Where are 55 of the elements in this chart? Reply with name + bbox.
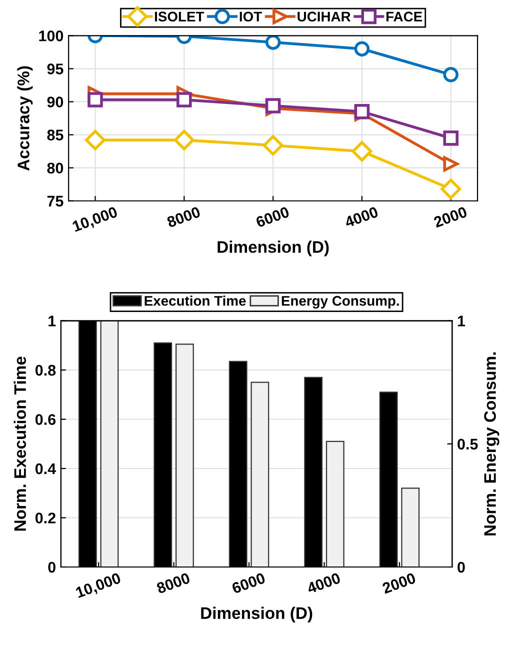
point	[85, 130, 106, 150]
point	[265, 98, 281, 114]
bar	[175, 344, 194, 567]
y-tick-label: 75	[47, 196, 64, 207]
y-tick-label: 85	[47, 130, 64, 140]
x-tick-label: 6000	[255, 206, 290, 228]
x-tick-label: 2000	[433, 206, 468, 228]
legend-label: ISOLET	[154, 12, 204, 22]
x-tick-label: 10,000	[75, 572, 122, 600]
y2-axis-title: Norm. Energy Consum.	[484, 352, 500, 536]
point	[443, 66, 458, 82]
y-tick-label: 100	[39, 30, 64, 42]
y-tick-label: 1	[48, 316, 56, 326]
legend-label: UCIHAR	[298, 12, 351, 22]
x-tick-label: 10,000	[72, 206, 119, 234]
y-tick-label: 90	[47, 96, 64, 108]
x-tick-label: 2000	[382, 572, 416, 594]
y-tick-label: 0	[48, 562, 56, 573]
x-tick-label: 4000	[344, 206, 379, 228]
x-tick-label: 6000	[231, 572, 266, 594]
point	[174, 130, 194, 150]
y2-tick-label: 0	[458, 562, 465, 573]
x-tick-label: 8000	[166, 206, 201, 228]
y-tick-label: 95	[47, 64, 64, 74]
point	[262, 135, 284, 156]
bar	[250, 382, 270, 567]
y2-tick-label: 0.5	[458, 438, 478, 450]
y-tick-label: 0.8	[35, 364, 56, 376]
point	[443, 130, 458, 146]
point	[176, 92, 192, 108]
y-axis-title: Norm. Execution Time	[14, 356, 26, 531]
legend-label: Execution Time	[144, 296, 246, 306]
x-tick-label: 8000	[156, 572, 191, 594]
point	[440, 178, 462, 200]
point	[354, 104, 370, 120]
legend-label: FACE	[386, 12, 422, 22]
point	[265, 36, 281, 50]
legend-label: Energy Consump.	[282, 296, 399, 309]
bar	[100, 320, 119, 567]
y2-tick-label: 1	[458, 316, 466, 326]
y-tick-label: 0.4	[35, 463, 56, 474]
x-tick-label: 4000	[306, 572, 342, 594]
point	[88, 92, 103, 108]
x-axis-title: Dimension (D)	[218, 240, 329, 256]
y-tick-label: 0.2	[35, 512, 56, 524]
y-tick-label: 0.6	[35, 414, 56, 425]
bar	[326, 440, 344, 567]
y-tick-label: 80	[47, 162, 64, 174]
point	[352, 141, 372, 162]
x-axis-title: Dimension (D)	[201, 606, 312, 622]
y-axis-title: Accuracy (%)	[17, 66, 33, 171]
bar	[401, 488, 420, 567]
point	[443, 156, 458, 172]
legend-label: IOT	[240, 12, 262, 22]
point	[354, 41, 370, 56]
